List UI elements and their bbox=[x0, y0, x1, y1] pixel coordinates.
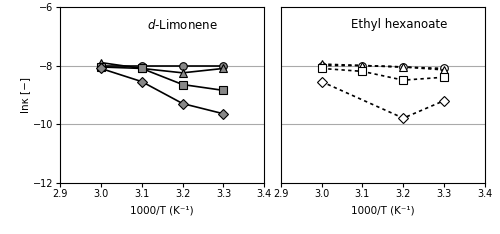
Y-axis label: lnκ [−]: lnκ [−] bbox=[20, 77, 30, 113]
Text: Ethyl hexanoate: Ethyl hexanoate bbox=[351, 18, 448, 31]
X-axis label: 1000/T (K⁻¹): 1000/T (K⁻¹) bbox=[351, 205, 414, 215]
X-axis label: 1000/T (K⁻¹): 1000/T (K⁻¹) bbox=[130, 205, 194, 215]
Text: $d$-Limonene: $d$-Limonene bbox=[147, 18, 218, 32]
